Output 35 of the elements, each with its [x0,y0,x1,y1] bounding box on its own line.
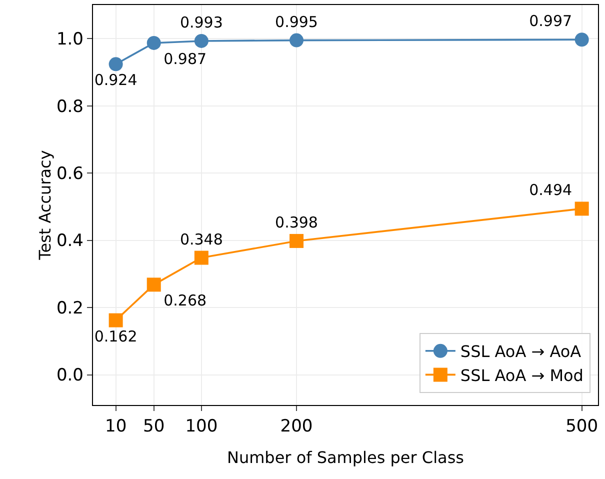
point [146,278,161,292]
point [194,34,208,48]
legend-label: SSL AoA → AoA [460,342,582,362]
x-tick-label: 50 [143,416,165,436]
data-label: 0.987 [164,50,207,68]
data-label: 0.162 [94,327,138,346]
data-label: 0.398 [275,213,318,232]
point [574,202,589,216]
point [194,250,208,265]
data-label: 0.995 [275,12,318,31]
point [108,313,123,328]
x-tick-label: 200 [280,416,313,436]
legend-label: SSL AoA → Mod [460,366,584,385]
data-label: 0.993 [180,13,223,32]
y-tick-label: 1.0 [56,30,84,50]
y-axis-title: Test Accuracy [35,150,54,261]
y-tick-label: 0.4 [56,231,84,252]
data-label: 0.348 [180,230,223,248]
y-tick-label: 0.8 [56,96,84,117]
data-label: 0.997 [529,12,572,30]
data-label: 0.924 [94,71,138,90]
y-tick-label: 0.6 [56,164,84,184]
point [108,57,123,72]
point [574,32,589,47]
data-label: 0.268 [164,292,207,310]
point [290,234,304,248]
x-tick-label: 10 [105,416,127,436]
x-tick-label: 100 [185,416,218,436]
point [146,36,161,50]
y-tick-label: 0.0 [56,366,84,386]
data-label: 0.494 [529,181,572,200]
point [290,33,304,48]
x-axis-title: Number of Samples per Class [226,448,464,468]
x-tick-label: 500 [566,416,598,436]
y-tick-label: 0.2 [56,298,84,318]
